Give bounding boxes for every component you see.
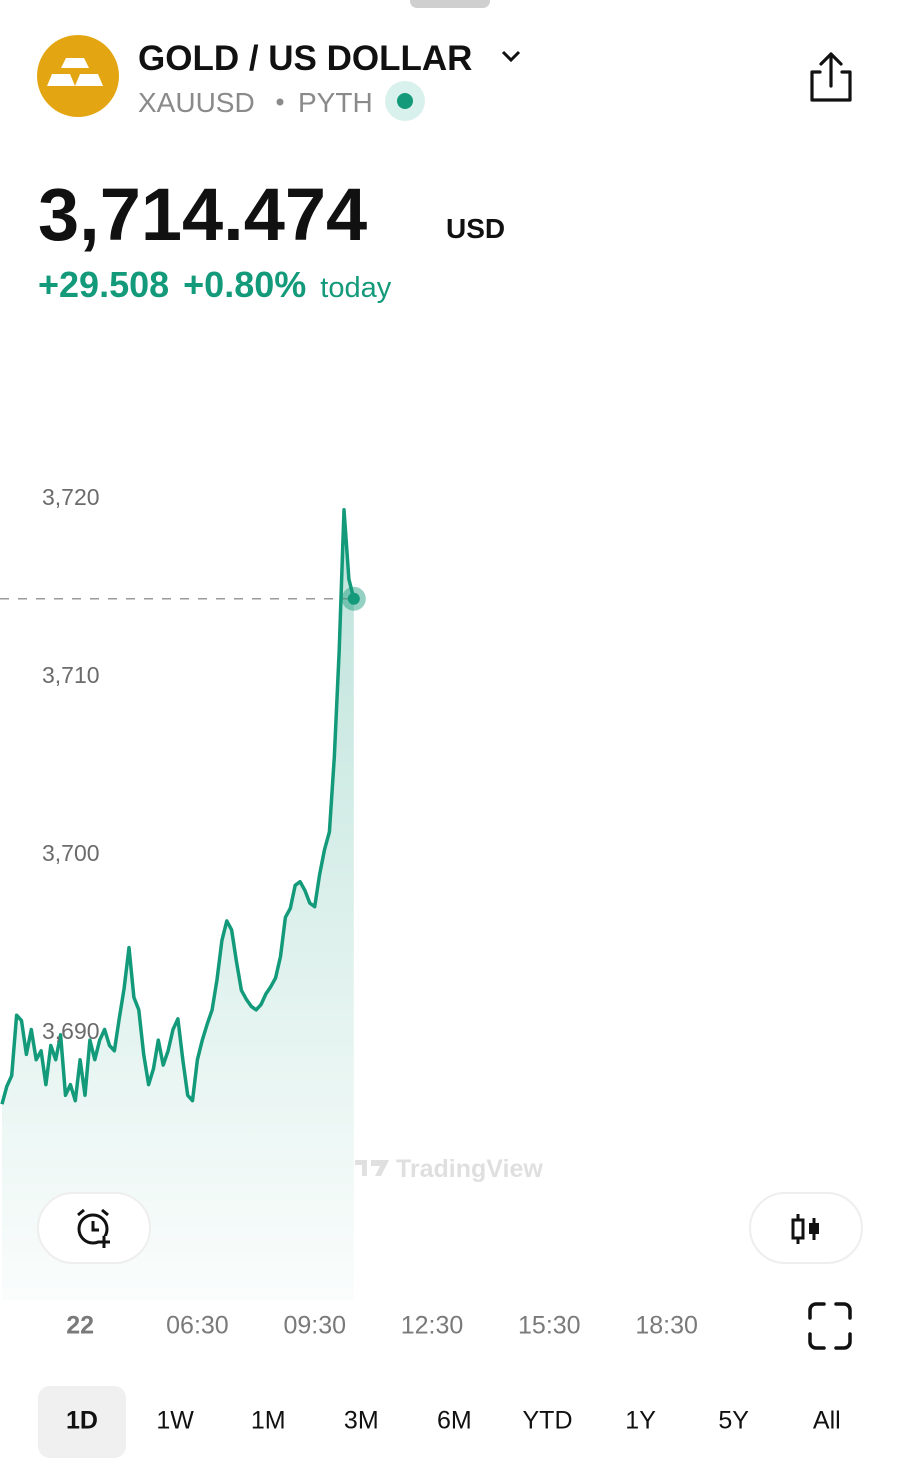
x-tick-label: 22 xyxy=(66,1312,94,1340)
change-abs: +29.508 xyxy=(38,264,169,305)
watermark: TradingView xyxy=(355,1155,543,1183)
alert-button[interactable] xyxy=(37,1192,151,1264)
area xyxy=(2,509,354,1300)
separator xyxy=(276,98,284,106)
change-pct: +0.80% xyxy=(183,264,306,305)
range-selector: 1D 1W 1M 3M 6M YTD 1Y 5Y All xyxy=(38,1386,841,1458)
asset-icon xyxy=(37,35,119,117)
currency: USD xyxy=(446,213,505,244)
price: 3,714.474 xyxy=(38,173,367,256)
fullscreen-button[interactable] xyxy=(808,1302,852,1350)
price-line xyxy=(0,508,356,1105)
y-tick-label: 3,700 xyxy=(42,840,100,866)
y-tick-label: 3,710 xyxy=(42,662,100,688)
live-dot xyxy=(397,93,413,109)
x-tick-label: 12:30 xyxy=(401,1312,464,1340)
x-tick-label: 15:30 xyxy=(518,1312,581,1340)
range-button[interactable]: YTD xyxy=(523,1407,573,1435)
range-selected-bg xyxy=(38,1386,126,1458)
share-button[interactable] xyxy=(810,52,852,102)
x-tick-label: 09:30 xyxy=(283,1312,346,1340)
dropdown-chevron[interactable] xyxy=(501,50,521,63)
range-button[interactable]: 1M xyxy=(251,1407,286,1435)
range-button[interactable]: 6M xyxy=(437,1407,472,1435)
symbol: XAUUSD xyxy=(138,87,255,118)
range-button[interactable]: 1D xyxy=(66,1407,98,1435)
y-tick-label: 3,690 xyxy=(42,1018,100,1044)
change-period: today xyxy=(320,272,391,304)
last-price-dot xyxy=(347,592,360,605)
source: PYTH xyxy=(298,87,373,118)
chart: 3,690 3,700 3,710 3,720 22 06:30 09:30 12:30 15:… xyxy=(0,484,698,1340)
chart-type-button[interactable] xyxy=(749,1192,863,1264)
watermark-text: TradingView xyxy=(396,1155,543,1183)
y-tick-label: 3,720 xyxy=(42,484,100,510)
asset-title[interactable]: GOLD / US DOLLAR xyxy=(138,39,472,78)
drag-handle[interactable] xyxy=(410,0,490,8)
range-button[interactable]: 1Y xyxy=(625,1407,656,1435)
range-button[interactable]: 1W xyxy=(156,1407,194,1435)
price-change: +29.508 +0.80% today xyxy=(38,264,392,305)
x-tick-label: 06:30 xyxy=(166,1312,229,1340)
range-button[interactable]: 3M xyxy=(344,1407,379,1435)
range-button[interactable]: All xyxy=(813,1407,841,1435)
x-tick-label: 18:30 xyxy=(635,1312,698,1340)
range-button[interactable]: 5Y xyxy=(718,1407,749,1435)
